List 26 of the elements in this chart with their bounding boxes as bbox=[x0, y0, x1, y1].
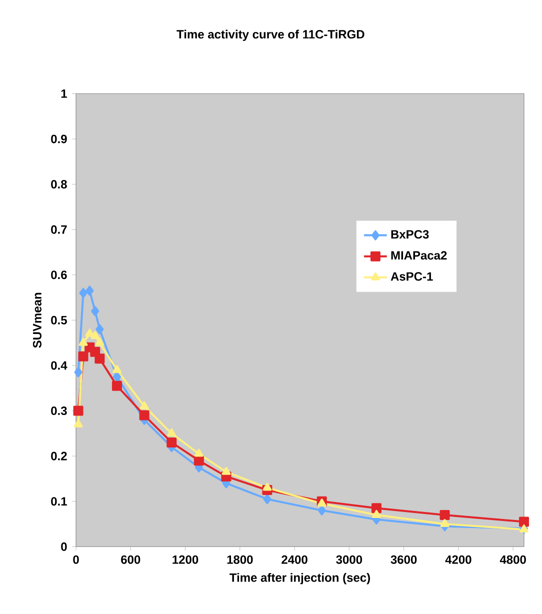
y-axis-title: SUVmean bbox=[32, 292, 42, 348]
x-axis-title: Time after injection (sec) bbox=[230, 573, 370, 584]
y-tick-label: 0.4 bbox=[51, 361, 68, 370]
chart-title: Time activity curve of 11C-TiRGD bbox=[176, 30, 364, 41]
legend-label: BxPC3 bbox=[391, 230, 429, 239]
y-tick-label: 0.2 bbox=[51, 452, 67, 460]
x-tick-label: 4200 bbox=[445, 555, 472, 564]
x-tick-label: 1200 bbox=[172, 555, 198, 564]
y-tick-label: 0.9 bbox=[51, 134, 67, 144]
x-tick-label: 0 bbox=[73, 555, 79, 564]
x-tick-label: 2400 bbox=[282, 555, 308, 564]
y-tick-label: 0 bbox=[61, 542, 67, 551]
y-tick-label: 0.5 bbox=[51, 316, 67, 324]
x-tick-label: 1800 bbox=[227, 555, 253, 564]
legend-label: AsPC-1 bbox=[390, 272, 433, 281]
y-tick-label: 0.8 bbox=[51, 180, 67, 189]
legend-label: MIAPaca2 bbox=[391, 251, 447, 260]
x-tick-label: 600 bbox=[121, 555, 140, 564]
x-tick-label: 4800 bbox=[500, 555, 526, 564]
y-tick-label: 0.3 bbox=[51, 406, 67, 416]
y-tick-label: 0.7 bbox=[51, 225, 67, 234]
y-tick-label: 0.1 bbox=[51, 497, 67, 506]
x-tick-label: 3600 bbox=[390, 555, 417, 564]
y-tick-label: 1 bbox=[61, 90, 67, 98]
x-tick-label: 3000 bbox=[336, 555, 362, 564]
y-tick-label: 0.6 bbox=[51, 270, 67, 280]
